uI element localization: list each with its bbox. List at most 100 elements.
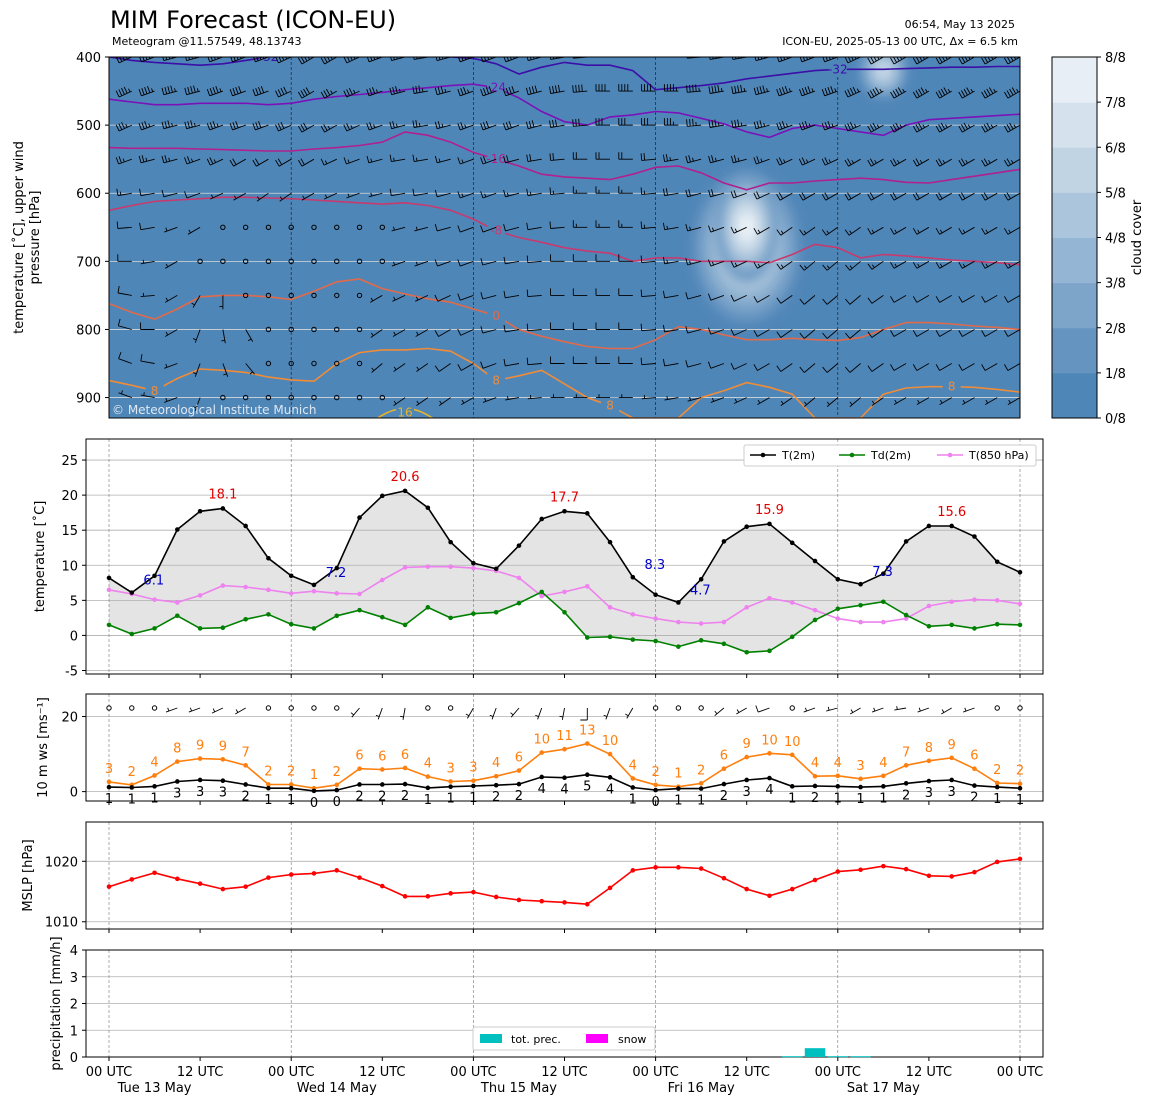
surface-wind-barb-calm: [151, 705, 158, 711]
upper-wind-barb: [844, 192, 861, 201]
gust-line-point: [767, 751, 772, 756]
max-temp-label: 15.9: [755, 503, 784, 518]
gust-value-label: 10: [784, 735, 801, 750]
upper-wind-barb: [663, 57, 679, 58]
upper-wind-barb: [229, 158, 246, 167]
upper-wind-barb: [323, 192, 337, 200]
upper-wind-barb: [753, 226, 770, 235]
mslp-line-point: [698, 866, 704, 871]
upper-wind-barb: [664, 396, 679, 401]
mean-wind-line-point: [676, 786, 681, 791]
series-line-point: [380, 614, 385, 620]
mean-wind-line-point: [767, 775, 772, 781]
mean-wind-line-point: [266, 785, 271, 791]
upper-wind-barb: [730, 328, 747, 336]
gust-value-label: 4: [879, 756, 887, 771]
upper-wind-barb: [457, 328, 474, 336]
upper-wind-barb: [245, 329, 254, 342]
gust-value-label: 2: [993, 763, 1001, 778]
series-line-point: [767, 595, 772, 601]
upper-wind-barb: [206, 157, 224, 166]
upper-wind-barb: [573, 394, 588, 399]
upper-wind-barb: [618, 322, 633, 330]
mslp-line-point: [789, 886, 795, 892]
upper-wind-barb-calm: [379, 394, 385, 401]
colorbar-tick-label: 7/8: [1105, 96, 1126, 111]
upper-wind-barb: [549, 221, 565, 229]
series-line-point: [972, 597, 977, 602]
upper-wind-barb: [732, 57, 747, 60]
gust-value-label: 2: [1016, 764, 1024, 779]
gust-line-point: [448, 779, 453, 784]
surface-wind-barb: [871, 707, 884, 713]
upper-wind-barb: [981, 329, 998, 337]
upper-wind-barb: [256, 192, 269, 202]
min-temp-label: 4.7: [690, 583, 711, 598]
series-line-point: [698, 638, 704, 643]
upper-wind-barb: [109, 362, 110, 364]
upper-wind-barb: [206, 121, 224, 131]
series-line-point: [630, 612, 636, 617]
mean-wind-line-point: [744, 777, 749, 783]
upper-wind-barb: [753, 85, 770, 96]
surface-wind-barb-calm: [129, 705, 135, 711]
colorbar-swatch: [1052, 147, 1097, 193]
series-line-point: [994, 559, 1000, 565]
mslp-line-point: [584, 901, 590, 907]
upper-wind-barb: [526, 188, 542, 197]
upper-wind-barb: [164, 329, 178, 337]
mean-wind-value-label: 5: [583, 780, 591, 795]
upper-wind-barb: [416, 363, 429, 372]
gust-value-label: 4: [150, 755, 158, 770]
upper-wind-barb: [935, 122, 952, 133]
isotherm-label: 0: [492, 309, 500, 323]
series-line-point: [584, 584, 590, 589]
upper-wind-barb: [457, 259, 474, 267]
upper-wind-barb: [935, 57, 952, 65]
upper-wind-barb: [912, 295, 930, 303]
gust-line-point: [106, 779, 112, 785]
upper-wind-barb: [890, 260, 907, 269]
upper-wind-barb: [935, 329, 952, 337]
mslp-line-point: [471, 889, 476, 895]
gust-value-label: 1: [310, 768, 318, 783]
upper-wind-barb: [526, 289, 542, 298]
series-line-point: [106, 622, 112, 628]
colorbar-tick-label: 8/8: [1105, 51, 1126, 66]
mslp-line-point: [767, 893, 772, 899]
upper-wind-barb: [821, 226, 839, 236]
mean-wind-line-point: [1017, 785, 1023, 791]
upper-wind-barb: [753, 191, 770, 200]
gust-value-label: 3: [105, 762, 113, 777]
legend-label: snow: [618, 1033, 646, 1046]
upper-wind-barb: [192, 363, 201, 377]
series-line-point: [721, 619, 727, 625]
mean-wind-line-point: [903, 781, 909, 786]
upper-wind-barb: [1004, 329, 1020, 337]
mslp-line-point: [357, 875, 362, 880]
mslp-line-point: [994, 859, 1000, 865]
upper-wind-barb: [366, 155, 383, 164]
mean-wind-value-label: 1: [834, 791, 842, 806]
y-tick-label: 0: [70, 786, 78, 801]
series-line-point: [1017, 569, 1023, 575]
gust-line-point: [562, 746, 567, 752]
upper-wind-barb: [320, 88, 338, 99]
upper-wind-barb: [118, 351, 132, 364]
series-line-point: [676, 619, 681, 625]
upper-wind-barb: [595, 322, 610, 330]
upper-wind-barb: [804, 397, 816, 407]
upper-wind-barb: [343, 87, 360, 98]
mean-wind-value-label: 4: [765, 783, 773, 798]
mean-wind-value-label: 2: [970, 791, 978, 806]
series-line-point: [516, 600, 522, 606]
upper-wind-barb-calm: [220, 258, 226, 265]
upper-wind-barb: [845, 329, 861, 339]
cloud-cover-area: [879, 66, 888, 76]
series-line-point: [448, 539, 453, 545]
mslp-line-point: [288, 872, 294, 877]
upper-wind-barb: [161, 189, 178, 198]
x-tick-label: 12 UTC: [177, 1065, 223, 1080]
series-line-point: [448, 615, 453, 621]
series-line-point: [1017, 601, 1023, 607]
